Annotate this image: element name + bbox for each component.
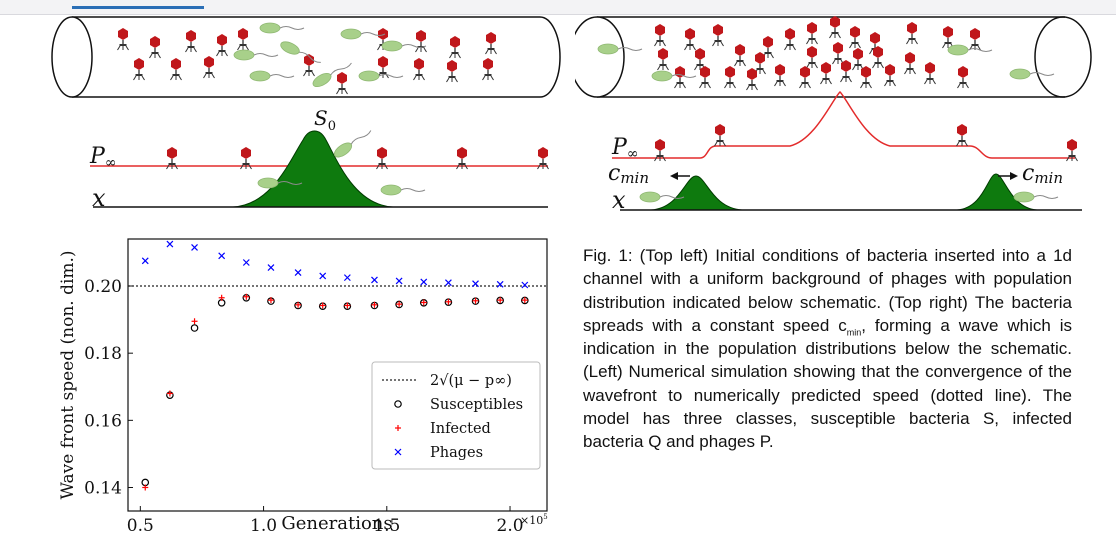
channel-tube [51, 16, 561, 98]
y-tick-label: 0.16 [84, 411, 122, 431]
phage-population [116, 27, 498, 95]
point-phages [496, 280, 504, 288]
x-tick-label: 2.0 [497, 516, 524, 533]
viewer-top-bar [0, 0, 1116, 15]
legend-marker-infected [395, 425, 401, 431]
point-phages [191, 243, 198, 251]
point-infected [472, 297, 479, 304]
point-phages [343, 274, 351, 282]
point-infected [142, 484, 149, 491]
point-phages [319, 272, 327, 280]
point-infected [521, 297, 528, 304]
x-axis-label-right: x [612, 186, 626, 214]
point-phages [166, 240, 174, 248]
x-axis-label: Generations [281, 513, 392, 533]
chart-marks [141, 240, 529, 491]
bacteria-cluster [233, 22, 427, 90]
point-infected [267, 297, 274, 304]
point-infected [218, 294, 225, 301]
point-infected [319, 302, 326, 309]
initial-distribution [90, 125, 550, 208]
point-phages [294, 269, 302, 277]
left-schematic: S0 P∞ x [51, 16, 561, 212]
point-phages [141, 257, 149, 265]
caption-text-1: Fig. 1: (Top left) Initial conditions of… [583, 246, 1072, 335]
point-infected [295, 301, 302, 308]
y-tick-label: 0.20 [84, 277, 122, 297]
point-phages [472, 280, 479, 288]
point-infected [191, 318, 198, 325]
right-schematic: P∞ cmin cmin x [575, 15, 1092, 214]
figure-caption: Fig. 1: (Top left) Initial conditions of… [583, 244, 1072, 454]
point-phages [395, 277, 403, 285]
x-tick-label: 1.5 [373, 516, 400, 533]
point-infected [166, 390, 173, 397]
p-infinity-label: P∞ [89, 144, 116, 171]
legend-label: Infected [430, 421, 491, 437]
point-infected [420, 299, 427, 306]
x-axis-label-left: x [92, 184, 106, 212]
point-phages [521, 281, 529, 289]
point-infected [497, 297, 504, 304]
channel-tube-right [575, 16, 1092, 98]
point-infected [371, 301, 378, 308]
c-min-left-label: cmin [608, 161, 649, 187]
point-infected [396, 301, 403, 308]
point-phages [242, 259, 250, 266]
point-phages [218, 252, 226, 260]
point-infected [445, 298, 452, 305]
point-phages [444, 279, 452, 287]
point-phages [267, 264, 275, 271]
y-axis-label: Wave front speed (non. dim.) [58, 250, 78, 499]
legend-marker-phages [394, 448, 402, 456]
p-infinity-label-right: P∞ [611, 135, 638, 162]
phage-population-right [653, 15, 982, 91]
point-phages [420, 278, 428, 286]
legend-marker-susceptibles [394, 400, 402, 408]
y-tick-label: 0.18 [84, 344, 122, 364]
y-axis-ticks: 0.14 0.16 0.18 0.20 [84, 277, 133, 498]
x-axis-multiplier: ×105 [520, 513, 548, 527]
wave-speed-chart: 0.14 0.16 0.18 0.20 0.5 1.0 1.5 2.0 Wave front… [58, 238, 548, 533]
caption-text-2: , forming a wave which is indication in … [583, 315, 1072, 452]
s0-label: S0 [314, 106, 336, 134]
c-min-right-label: cmin [1022, 161, 1063, 187]
spreading-distribution [612, 90, 1082, 211]
legend-label: Phages [430, 445, 483, 461]
active-tab-indicator[interactable] [72, 6, 204, 9]
x-tick-label: 1.0 [250, 516, 277, 533]
point-infected [344, 302, 351, 309]
point-phages [371, 276, 378, 284]
x-axis-ticks: 0.5 1.0 1.5 2.0 [127, 506, 524, 533]
caption-subscript: min [846, 327, 862, 338]
y-tick-label: 0.14 [84, 478, 122, 498]
legend-label: Susceptibles [430, 397, 523, 413]
point-susceptibles [190, 324, 199, 332]
chart-legend: 2√(μ − p∞) Susceptibles Infected Phages [371, 361, 541, 470]
x-tick-label: 0.5 [127, 516, 154, 533]
legend-label: 2√(μ − p∞) [430, 373, 512, 389]
point-infected [243, 293, 250, 300]
